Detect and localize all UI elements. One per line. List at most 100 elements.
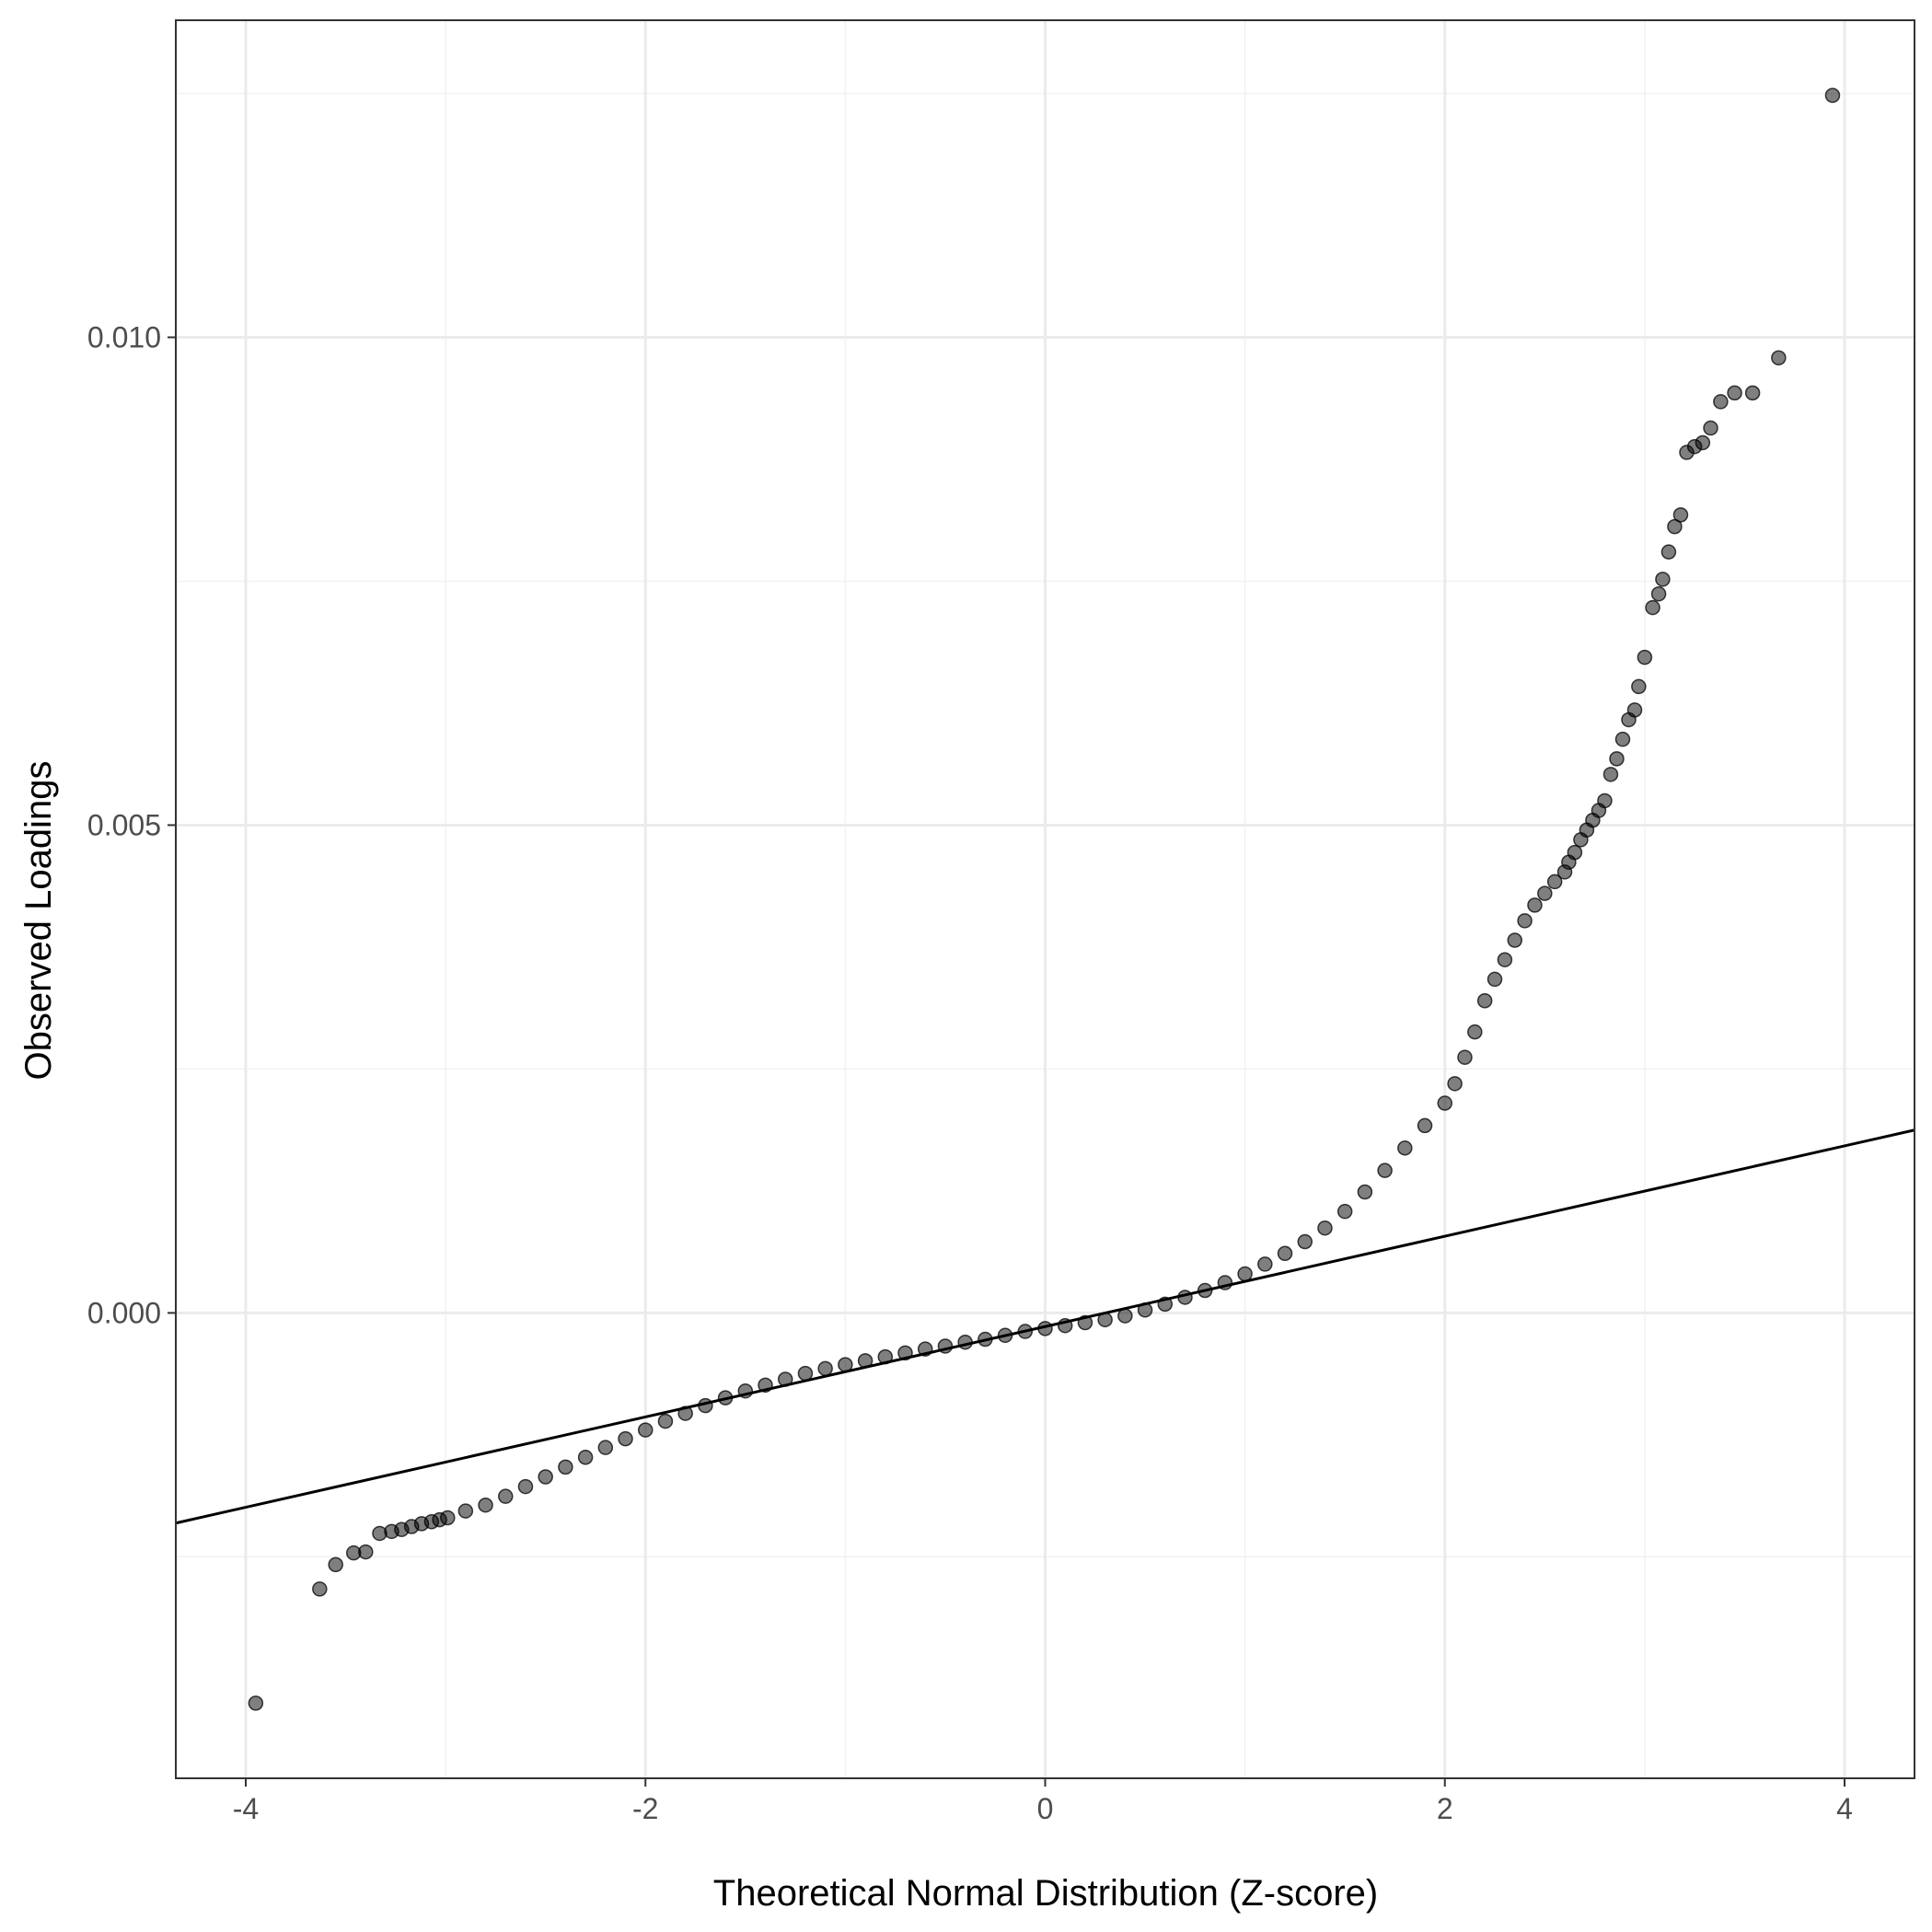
data-point (1527, 897, 1543, 913)
data-point (538, 1469, 553, 1485)
data-point (1650, 585, 1667, 602)
y-tick-label: 0.000 (87, 1296, 161, 1329)
data-point (978, 1331, 993, 1348)
data-point (1631, 678, 1647, 695)
data-point (717, 1390, 734, 1406)
data-point (777, 1371, 793, 1387)
data-point (1567, 844, 1583, 861)
data-point (577, 1450, 594, 1465)
data-point (1771, 350, 1787, 365)
data-point (1317, 1220, 1333, 1236)
data-point (1457, 1049, 1473, 1065)
data-point (328, 1556, 343, 1573)
major-gridlines (176, 20, 1915, 1778)
data-points (248, 87, 1841, 1711)
y-tick-label: 0.005 (87, 808, 161, 841)
data-point (897, 1345, 913, 1361)
data-point (1077, 1314, 1093, 1331)
data-point (1645, 599, 1660, 616)
data-point (1417, 1117, 1433, 1134)
data-point (1137, 1301, 1153, 1318)
x-tick-label: -2 (632, 1792, 658, 1825)
data-point (1695, 434, 1711, 451)
data-point (698, 1397, 713, 1414)
data-point (1487, 971, 1503, 988)
data-point (677, 1406, 693, 1421)
data-point (1637, 649, 1653, 665)
data-point (797, 1365, 814, 1382)
data-point (1614, 731, 1631, 747)
data-point (997, 1327, 1013, 1344)
data-point (957, 1334, 973, 1350)
data-point (1297, 1233, 1313, 1250)
data-point (1602, 767, 1619, 782)
data-point (1197, 1282, 1213, 1299)
data-point (1667, 518, 1683, 535)
data-point (358, 1544, 374, 1560)
x-axis-ticks: -4 -2 0 2 4 (233, 1778, 1853, 1825)
data-point (1626, 702, 1643, 718)
data-point (1744, 385, 1761, 401)
data-point (1437, 1095, 1453, 1111)
data-point (1497, 952, 1513, 967)
data-point (1672, 507, 1689, 523)
data-point (597, 1440, 614, 1455)
data-point (1336, 1203, 1353, 1220)
data-point (1537, 885, 1553, 901)
data-point (1517, 913, 1533, 929)
data-point (1017, 1324, 1034, 1339)
data-point (637, 1422, 654, 1438)
data-point (1157, 1296, 1174, 1313)
data-point (1397, 1140, 1413, 1156)
y-axis-ticks: 0.000 0.005 0.010 (87, 320, 176, 1329)
data-point (937, 1338, 954, 1354)
data-point (1117, 1308, 1133, 1324)
y-axis-title: Observed Loadings (18, 761, 59, 1081)
data-point (478, 1497, 493, 1513)
data-point (817, 1360, 833, 1377)
x-tick-label: -4 (233, 1792, 259, 1825)
data-point (1057, 1317, 1073, 1334)
data-point (1727, 385, 1742, 401)
data-point (758, 1377, 773, 1394)
data-point (1357, 1184, 1373, 1200)
data-point (312, 1581, 328, 1597)
data-point (1257, 1256, 1273, 1272)
data-point (737, 1382, 754, 1399)
data-point (1703, 420, 1718, 436)
data-point (1277, 1245, 1293, 1262)
data-point (440, 1510, 456, 1526)
x-tick-label: 2 (1437, 1792, 1453, 1825)
data-point (558, 1459, 573, 1475)
x-tick-label: 0 (1037, 1792, 1054, 1825)
data-point (1655, 572, 1671, 587)
data-point (1546, 873, 1563, 890)
data-point (857, 1353, 873, 1369)
x-axis-title: Theoretical Normal Distribution (Z-score… (713, 1873, 1378, 1914)
data-point (1177, 1290, 1193, 1305)
x-tick-label: 4 (1836, 1792, 1853, 1825)
data-point (1377, 1163, 1393, 1178)
y-tick-label: 0.010 (87, 320, 161, 353)
data-point (1507, 932, 1522, 948)
data-point (1447, 1076, 1463, 1092)
data-point (877, 1348, 894, 1365)
data-point (1713, 394, 1729, 410)
data-point (457, 1503, 474, 1519)
data-point (838, 1357, 853, 1372)
data-point (248, 1695, 264, 1711)
data-point (917, 1341, 933, 1357)
data-point (1609, 751, 1625, 767)
data-point (1217, 1275, 1233, 1290)
data-point (1037, 1321, 1053, 1336)
data-point (517, 1478, 534, 1495)
data-point (1467, 1024, 1483, 1040)
data-point (498, 1488, 514, 1504)
data-point (1237, 1266, 1253, 1282)
data-point (1097, 1312, 1113, 1328)
data-point (618, 1430, 633, 1447)
data-point (1597, 792, 1613, 809)
data-point (657, 1413, 674, 1429)
data-point (1824, 87, 1841, 103)
